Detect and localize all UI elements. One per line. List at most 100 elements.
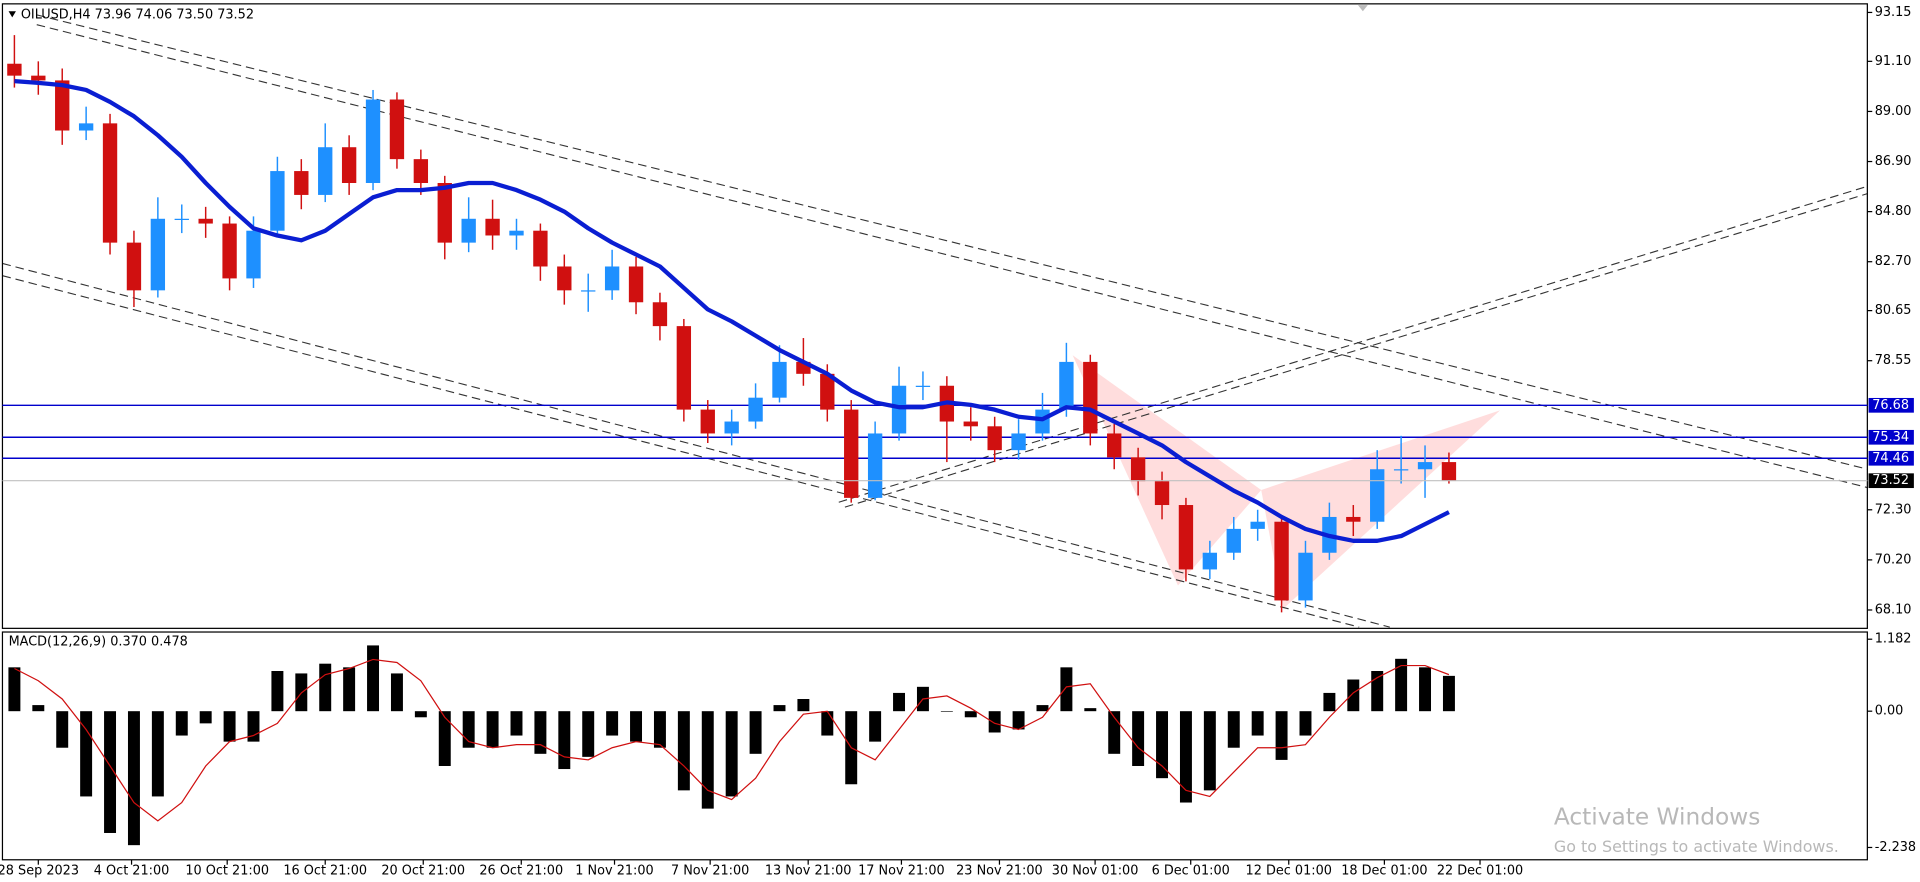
price-header: OILUSD,H4 73.96 74.06 73.50 73.52: [21, 7, 254, 22]
y-tick-label: 68.10: [1875, 602, 1912, 617]
macd-bar: [414, 711, 427, 718]
macd-bar: [630, 711, 643, 742]
macd-bar: [462, 711, 475, 748]
last-price-label: 73.52: [1872, 473, 1909, 488]
macd-bar: [988, 711, 1001, 733]
macd-bar: [127, 711, 140, 846]
candle-body: [198, 218, 213, 224]
menu-arrow: [8, 11, 16, 18]
macd-bar: [534, 711, 547, 754]
signal-line: [14, 658, 1450, 822]
candle-body: [1083, 361, 1098, 434]
candle-body: [1393, 469, 1409, 471]
x-tick-label: 23 Nov 21:00: [956, 863, 1043, 878]
macd-bar: [701, 711, 714, 809]
macd-bar: [1275, 711, 1288, 760]
macd-bar: [199, 711, 212, 724]
level-box: [1868, 397, 1914, 413]
macd-bar: [438, 711, 451, 766]
macd-bar: [582, 711, 595, 757]
macd-bar: [869, 711, 882, 742]
candle-body: [389, 99, 405, 160]
level-label: 75.34: [1872, 430, 1909, 445]
macd-bar: [1299, 711, 1312, 736]
trend-line: [2, 275, 1360, 628]
x-tick-label: 26 Oct 21:00: [479, 863, 563, 878]
candle-body: [700, 409, 715, 434]
macd-bar: [749, 711, 762, 754]
candle-body: [1202, 552, 1218, 570]
x-tick-label: 28 Sep 2023: [0, 863, 79, 878]
pattern-xab: [1072, 355, 1262, 586]
macd-bar: [319, 663, 332, 712]
candle-body: [270, 171, 285, 231]
macd-bar: [151, 711, 164, 797]
candle-body: [341, 147, 357, 183]
candle-body: [461, 218, 476, 243]
candle-body: [246, 230, 261, 279]
candle-body: [318, 147, 333, 195]
macd-bar: [821, 711, 834, 736]
watermark-subtitle: Go to Settings to activate Windows.: [1554, 837, 1839, 856]
candle-body: [485, 218, 500, 236]
macd-bar: [1323, 692, 1336, 712]
macd-bar: [56, 711, 69, 748]
macd-bar: [343, 667, 356, 712]
candle-body: [31, 75, 46, 81]
macd-bar: [104, 711, 117, 833]
candle-body: [1417, 462, 1433, 470]
candle-body: [222, 223, 237, 279]
x-tick-label: 13 Nov 21:00: [765, 863, 852, 878]
shift-marker: [1357, 5, 1368, 12]
x-tick-label: 1 Nov 21:00: [575, 863, 653, 878]
y-tick-label: 80.65: [1875, 303, 1912, 318]
macd-bar: [1442, 675, 1455, 712]
candle-body: [365, 99, 381, 183]
candle-body: [7, 63, 22, 76]
candle-body: [724, 421, 739, 434]
x-tick-label: 10 Oct 21:00: [185, 863, 269, 878]
macd-bar: [32, 705, 45, 712]
candle-body: [1370, 469, 1385, 522]
macd-bar: [1036, 705, 1049, 712]
macd-bar: [390, 673, 403, 712]
y-tick-label: 86.90: [1875, 154, 1912, 169]
macd-bar: [1084, 708, 1097, 712]
macd-bar: [1179, 711, 1192, 803]
moving-average: [14, 78, 1450, 543]
candle-body: [509, 230, 524, 236]
level-label: 74.46: [1872, 451, 1909, 466]
candle-body: [1130, 457, 1146, 482]
candle-body: [55, 80, 70, 131]
macd-bar: [1060, 667, 1073, 712]
macd-bar: [1347, 679, 1360, 712]
macd-bar: [725, 711, 738, 797]
macd-bar: [1251, 711, 1264, 736]
macd-bar: [653, 711, 666, 748]
candle-body: [150, 218, 166, 291]
macd-bar: [1371, 670, 1384, 712]
y-tick-label: 1.182: [1875, 632, 1912, 647]
macd-bar: [486, 711, 499, 748]
candle-body: [1059, 361, 1074, 410]
macd-bar: [1395, 658, 1408, 712]
candle-body: [437, 182, 452, 243]
watermark-title: Activate Windows: [1554, 804, 1760, 831]
macd-bar: [223, 711, 236, 742]
candle-body: [820, 373, 835, 410]
macd-bar: [8, 667, 21, 712]
candle-body: [652, 302, 668, 327]
macd-bar: [940, 711, 953, 712]
macd-bar: [367, 645, 380, 712]
candle-body: [915, 385, 931, 387]
candle-body: [1346, 516, 1361, 522]
x-tick-label: 7 Nov 21:00: [671, 863, 749, 878]
candle-body: [102, 123, 118, 243]
macd-bar: [893, 692, 906, 712]
macd-header: MACD(12,26,9) 0.370 0.478: [9, 634, 188, 649]
macd-bar: [964, 711, 977, 718]
y-tick-label: 89.00: [1875, 104, 1912, 119]
macd-bar: [271, 670, 284, 712]
macd-bar: [1227, 711, 1240, 748]
